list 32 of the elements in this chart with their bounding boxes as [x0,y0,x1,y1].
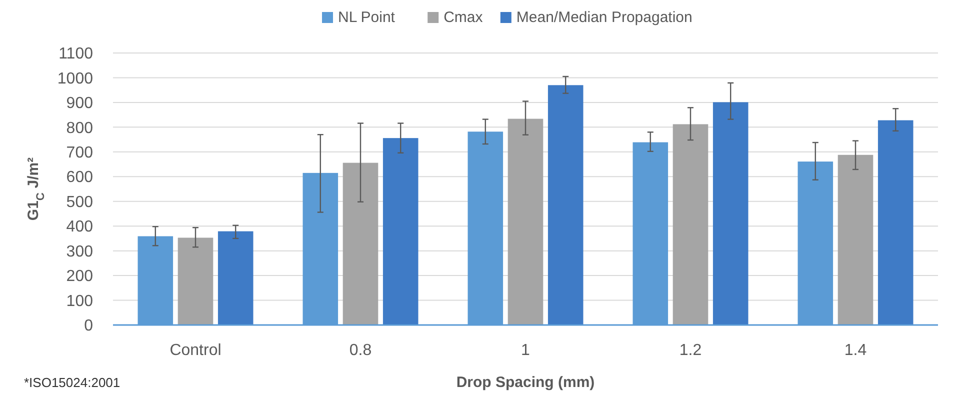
bar [548,85,584,325]
legend-label: Mean/Median Propagation [516,9,692,26]
y-tick-label: 100 [66,292,94,310]
legend-label: NL Point [338,9,396,26]
y-tick-label: 500 [66,194,94,211]
bar [508,118,544,325]
y-tick-label: 200 [66,268,94,286]
bar [712,102,748,325]
y-tick-label: 400 [66,218,94,236]
y-tick-label: 300 [66,243,94,260]
bar [838,154,874,325]
y-tick-label: 1100 [58,46,94,63]
legend-label: Cmax [444,9,484,26]
x-tick-label: Control [170,342,222,359]
x-tick-label: 0.8 [349,342,372,359]
bar [672,124,708,325]
bar [218,231,254,325]
y-tick-label: 1000 [57,70,94,88]
x-tick-label: 1.2 [679,342,702,359]
bar [382,138,418,325]
text: *ISO15024:2001 [24,375,120,390]
bar [342,162,378,325]
x-tick-label: 1.4 [844,342,867,359]
x-axis-title: Drop Spacing (mm) [456,374,595,391]
bar [878,120,914,325]
y-tick-label: 600 [66,169,94,186]
y-tick-label: 0 [84,318,94,335]
x-tick-label: 1 [521,342,530,359]
y-tick-label: 800 [66,120,94,137]
bar [178,238,214,325]
y-tick-label: 700 [66,144,94,162]
y-tick-label: 900 [66,95,94,112]
